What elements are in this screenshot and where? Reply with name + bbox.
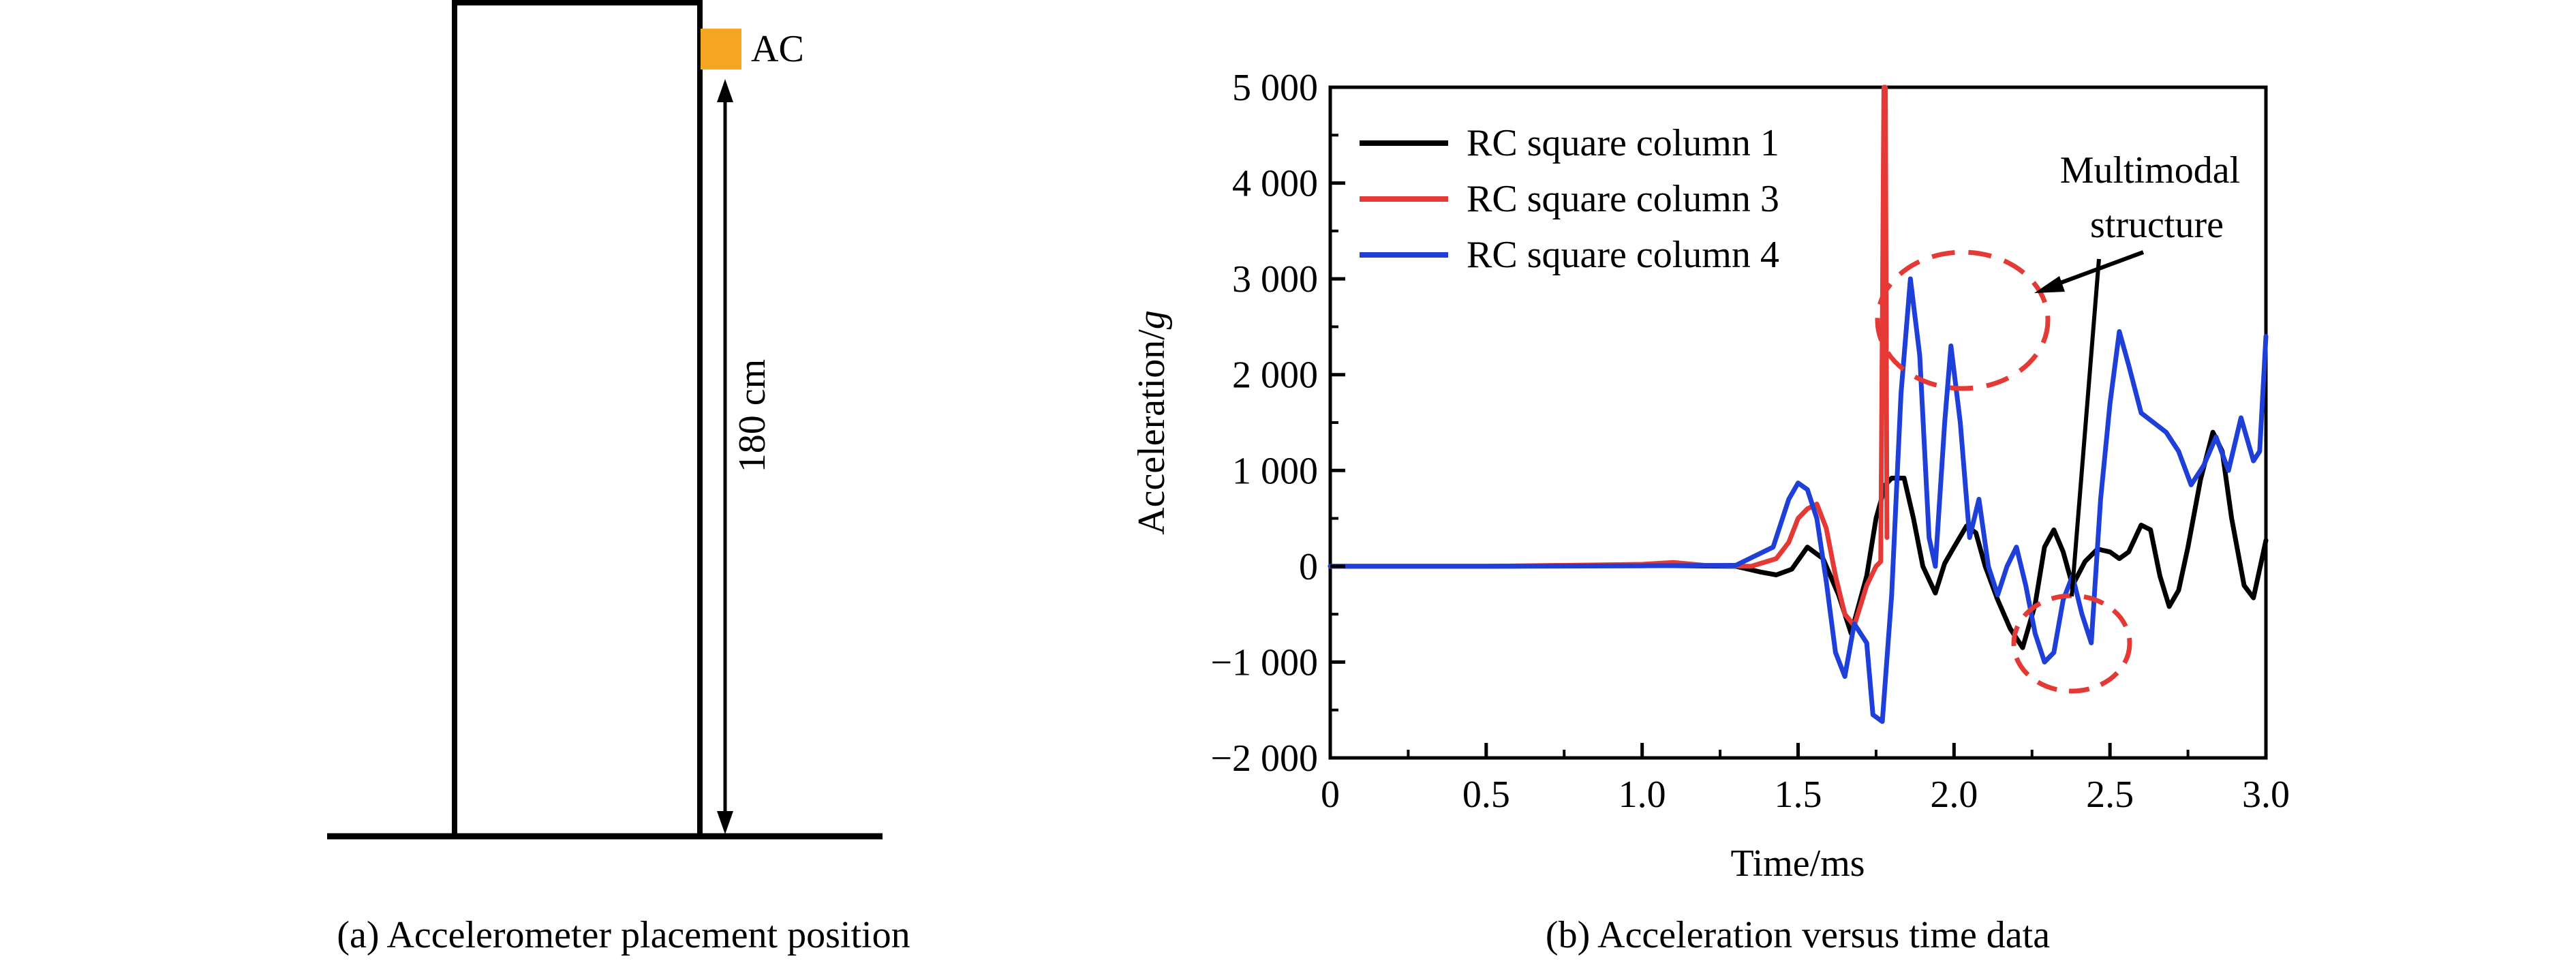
arrow-down-icon [717, 811, 733, 834]
series-line-3 [1328, 276, 2269, 724]
x-ticks: 0 0.5 1.0 1.5 2.0 2.5 3.0 [1321, 743, 2290, 816]
annotation-circle-upper [1875, 249, 2051, 391]
accelerometer-marker [701, 29, 741, 70]
arrow-left-icon [2034, 276, 2065, 293]
panel-a: AC 180 cm (a) Accelerometer placement po… [327, 0, 910, 956]
legend: RC square column 1 RC square column 3 RC… [1360, 122, 1779, 276]
annotation-line-1: Multimodal [2060, 149, 2240, 192]
series-line-2 [1328, 85, 1890, 628]
multimodal-annotation: Multimodal structure [1875, 149, 2240, 694]
legend-label-series-2: RC square column 3 [1467, 178, 1779, 220]
x-tick-label: 0.5 [1462, 774, 1510, 816]
y-tick-label: −2 000 [1210, 737, 1318, 780]
annotation-pointer-line [2070, 258, 2101, 597]
height-label: 180 cm [731, 359, 773, 472]
arrow-up-icon [717, 79, 733, 102]
y-tick-label: 0 [1299, 546, 1318, 588]
x-tick-label: 2.5 [2086, 774, 2134, 816]
column-outline [452, 0, 703, 839]
accelerometer-label: AC [751, 28, 804, 70]
panel-b: 0 0.5 1.0 1.5 2.0 2.5 3.0 5 000 4 000 3 000 2 000… [1131, 67, 2290, 956]
y-tick-label: 2 000 [1232, 354, 1318, 397]
annotation-circle-lower [2011, 593, 2132, 694]
y-tick-label: 1 000 [1232, 450, 1318, 492]
legend-label-series-1: RC square column 1 [1467, 122, 1779, 164]
y-axis-label-unit: g [1131, 310, 1173, 329]
x-tick-label: 3.0 [2242, 774, 2290, 816]
y-tick-label: −1 000 [1210, 641, 1318, 684]
annotation-line-2: structure [2090, 204, 2224, 246]
series-line-1 [1328, 429, 2269, 650]
y-tick-label: 4 000 [1232, 163, 1318, 205]
y-tick-label: 5 000 [1232, 67, 1318, 109]
x-tick-label: 2.0 [1930, 774, 1978, 816]
x-tick-label: 0 [1321, 774, 1340, 816]
y-axis-label: Acceleration/g [1131, 310, 1173, 535]
legend-label-series-3: RC square column 4 [1467, 234, 1779, 276]
panel-b-caption: (b) Acceleration versus time data [1546, 914, 2050, 956]
y-ticks: 5 000 4 000 3 000 2 000 1 000 0 −1 000 −2 000 [1210, 67, 1345, 780]
y-axis-label-main: Acceleration/ [1131, 329, 1173, 535]
series-layer [1328, 85, 2269, 724]
y-tick-label: 3 000 [1232, 258, 1318, 301]
panel-a-caption: (a) Accelerometer placement position [337, 914, 910, 956]
x-tick-label: 1.0 [1619, 774, 1666, 816]
x-axis-label: Time/ms [1730, 842, 1865, 885]
x-tick-label: 1.5 [1775, 774, 1822, 816]
